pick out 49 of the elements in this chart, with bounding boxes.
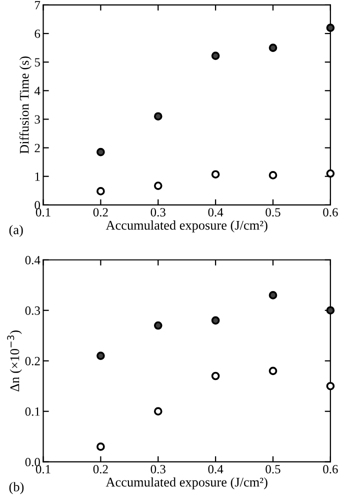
x-tick-label: 0.6 [323, 464, 338, 474]
point [326, 382, 335, 390]
x-axis-title: Accumulated exposure (J/cm²) [106, 477, 268, 490]
point [96, 442, 105, 451]
point [211, 372, 220, 380]
x-axis-title: Accumulated exposure (J/cm²) [106, 220, 268, 232]
y-tick-label: 4 [34, 86, 40, 95]
y-tick-label: 0.0 [25, 458, 40, 466]
point [96, 352, 105, 360]
point [268, 44, 278, 52]
text: (b) [9, 482, 24, 494]
y-tick-label: 3 [34, 115, 40, 124]
x-tick-label: 0.4 [208, 208, 224, 217]
point [326, 24, 335, 32]
x-tick-label: 0.5 [266, 208, 280, 217]
y-tick-label: 2 [34, 144, 40, 152]
y-tick-label: 0.1 [25, 407, 40, 416]
x-tick-label: 0.6 [323, 208, 338, 217]
point [154, 182, 162, 190]
y-axis-title: Diffusion Time (s) [19, 56, 32, 154]
x-tick-label: 0.2 [93, 464, 108, 474]
point [96, 148, 105, 156]
y-tick-label: 5 [34, 58, 40, 67]
y-tick-label: 0 [34, 200, 40, 210]
y-tick-label: 0.4 [25, 256, 40, 264]
y-axis-title: Δn (×10$^{−3}$) [7, 330, 22, 392]
point [211, 52, 220, 60]
point [268, 291, 278, 300]
point [154, 321, 162, 330]
point [268, 171, 278, 180]
x-tick-label: 0.2 [93, 208, 108, 217]
x-tick-label: 0.3 [150, 464, 166, 474]
y-tick-label: 0.2 [25, 356, 40, 366]
point [326, 169, 335, 178]
point [326, 306, 335, 315]
x-tick-label: 0.3 [150, 208, 166, 217]
y-tick-label: 1 [35, 172, 40, 181]
point [96, 187, 105, 196]
y-tick-label: 0.3 [25, 306, 40, 315]
y-tick-label: 6 [34, 30, 40, 38]
text: (a) [9, 224, 23, 237]
point [154, 112, 162, 121]
point [211, 316, 220, 325]
y-tick-label: 7 [35, 1, 40, 10]
point [268, 366, 278, 376]
x-tick-label: 0.5 [266, 464, 280, 474]
point [211, 170, 220, 179]
point [154, 407, 162, 416]
x-tick-label: 0.4 [208, 464, 224, 474]
